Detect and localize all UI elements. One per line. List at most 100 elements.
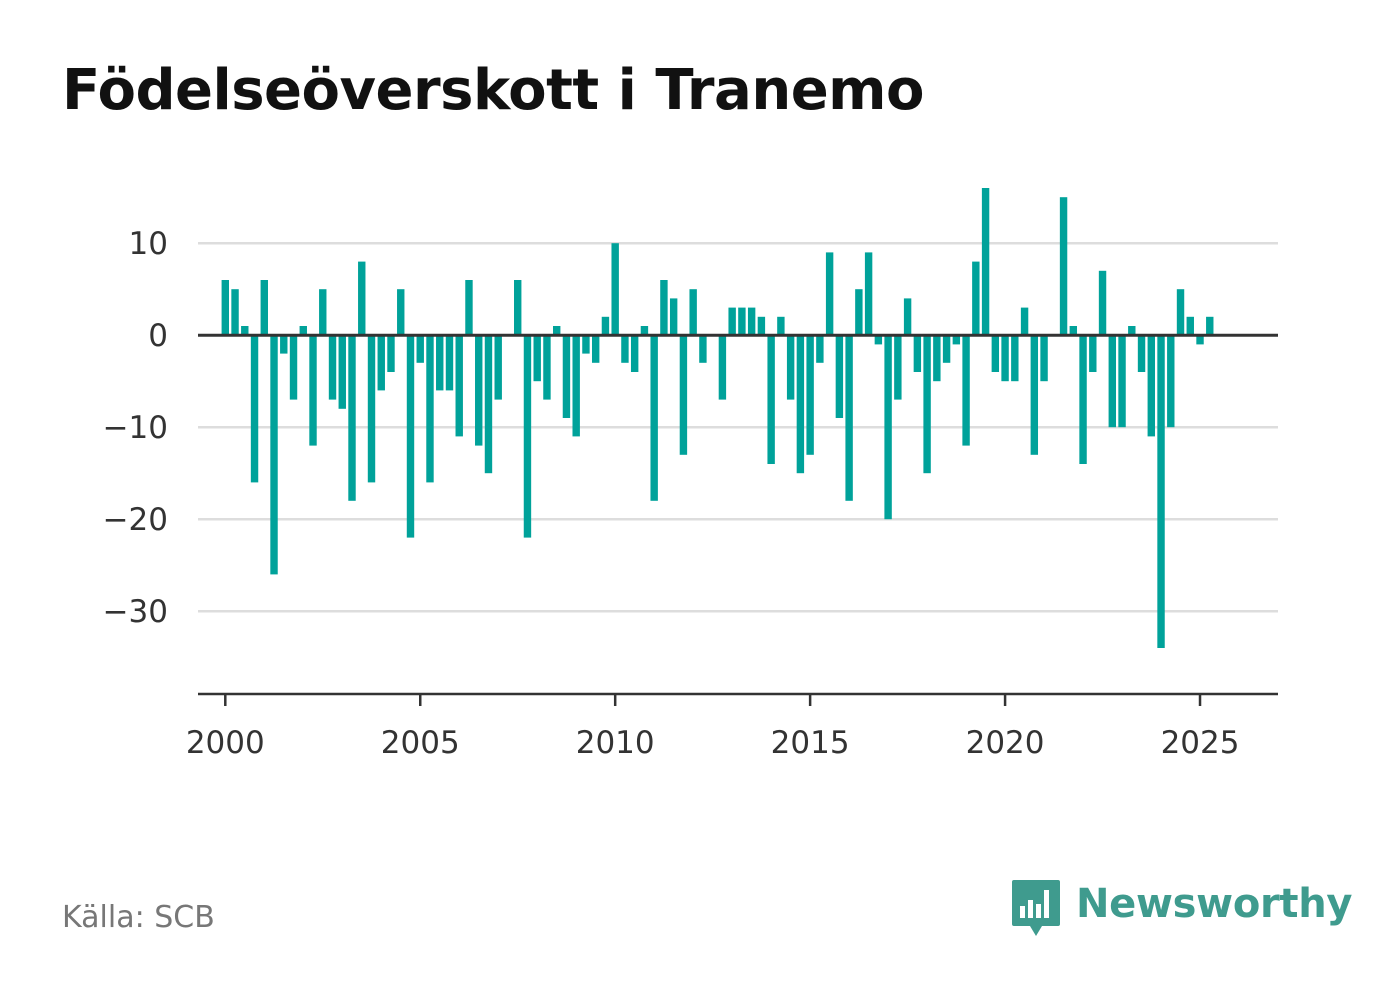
bar bbox=[933, 335, 941, 382]
bar bbox=[1089, 335, 1097, 372]
bar bbox=[689, 289, 697, 336]
bar bbox=[806, 335, 814, 455]
bar bbox=[270, 335, 278, 575]
bar bbox=[1137, 335, 1146, 372]
bar bbox=[611, 243, 619, 336]
bar bbox=[455, 335, 463, 437]
bar bbox=[894, 335, 902, 400]
bar bbox=[348, 335, 356, 501]
bar bbox=[582, 335, 590, 354]
y-tick-label: −20 bbox=[103, 502, 168, 538]
bar bbox=[669, 298, 678, 336]
bar bbox=[640, 326, 649, 336]
bar bbox=[1157, 335, 1165, 648]
bar bbox=[718, 335, 727, 400]
y-tick-label: 0 bbox=[148, 318, 168, 354]
bar bbox=[591, 335, 600, 363]
bar bbox=[738, 307, 746, 336]
bar-chart-icon bbox=[1012, 880, 1060, 936]
bar bbox=[328, 335, 337, 400]
bar bbox=[972, 261, 980, 336]
bar bbox=[358, 261, 366, 336]
bar bbox=[1167, 335, 1175, 428]
brand-logo: Newsworthy bbox=[1010, 878, 1353, 942]
bar-chart: 10 0 −10 −20 −30 2000 2005 2010 2015 2020 2025 bbox=[103, 188, 1278, 761]
bar bbox=[280, 335, 288, 354]
x-tick-label: 2015 bbox=[771, 725, 850, 761]
bar bbox=[1001, 335, 1009, 382]
bar bbox=[952, 335, 961, 345]
chart-title: Födelseöverskott i Tranemo bbox=[62, 58, 925, 123]
bar bbox=[1118, 335, 1126, 428]
bar bbox=[1059, 197, 1068, 336]
bar bbox=[367, 335, 376, 483]
bar bbox=[650, 335, 658, 501]
bar bbox=[757, 316, 766, 336]
bar bbox=[864, 252, 873, 336]
bar bbox=[1206, 316, 1214, 336]
gridlines bbox=[198, 241, 1278, 613]
bar bbox=[1128, 326, 1136, 336]
bar bbox=[874, 335, 883, 345]
y-tick-label: 10 bbox=[129, 226, 168, 262]
bar bbox=[767, 335, 775, 464]
bar bbox=[1196, 335, 1204, 345]
bar bbox=[699, 335, 707, 363]
bar bbox=[884, 335, 892, 520]
bar bbox=[543, 335, 551, 400]
y-axis-tick-labels: 10 0 −10 −20 −30 bbox=[103, 226, 168, 630]
bar bbox=[679, 335, 688, 455]
bar bbox=[465, 280, 473, 336]
source-note: Källa: SCB bbox=[62, 900, 215, 935]
bar bbox=[630, 335, 639, 372]
bar bbox=[406, 335, 415, 538]
bar bbox=[260, 280, 268, 336]
bar bbox=[991, 335, 1000, 372]
bar bbox=[1030, 335, 1039, 455]
bar bbox=[289, 335, 298, 400]
bar bbox=[660, 280, 668, 336]
bar bbox=[913, 335, 922, 372]
bar bbox=[553, 326, 561, 336]
bar bbox=[903, 298, 912, 336]
bar bbox=[416, 335, 424, 363]
bar bbox=[445, 335, 454, 391]
bar bbox=[1147, 335, 1155, 437]
x-tick-label: 2010 bbox=[576, 725, 655, 761]
bar bbox=[855, 289, 863, 336]
bar bbox=[816, 335, 824, 363]
bar bbox=[962, 335, 970, 446]
bar bbox=[221, 280, 229, 336]
bar bbox=[494, 335, 502, 400]
bar bbox=[942, 335, 951, 363]
bar bbox=[1020, 307, 1029, 336]
bar bbox=[621, 335, 629, 363]
bar bbox=[309, 335, 317, 446]
bar bbox=[562, 335, 571, 418]
x-tick-label: 2000 bbox=[186, 725, 265, 761]
bar bbox=[426, 335, 434, 483]
axes bbox=[198, 333, 1278, 706]
bar bbox=[601, 316, 610, 336]
bar bbox=[533, 335, 541, 382]
bar bbox=[923, 335, 931, 474]
bar bbox=[397, 289, 405, 336]
bar bbox=[1040, 335, 1048, 382]
bar bbox=[777, 316, 785, 336]
x-tick-label: 2025 bbox=[1161, 725, 1240, 761]
bar bbox=[747, 307, 756, 336]
bar bbox=[1069, 326, 1078, 336]
bar bbox=[572, 335, 580, 437]
bar bbox=[786, 335, 795, 400]
bars bbox=[221, 188, 1214, 648]
bar bbox=[387, 335, 395, 372]
bar bbox=[1011, 335, 1019, 382]
bar bbox=[250, 335, 259, 483]
bar bbox=[981, 188, 990, 336]
bar bbox=[299, 326, 307, 336]
x-tick-label: 2020 bbox=[966, 725, 1045, 761]
brand-name: Newsworthy bbox=[1076, 881, 1353, 927]
bar bbox=[514, 280, 522, 336]
bar bbox=[728, 307, 736, 336]
y-tick-label: −10 bbox=[103, 410, 168, 446]
